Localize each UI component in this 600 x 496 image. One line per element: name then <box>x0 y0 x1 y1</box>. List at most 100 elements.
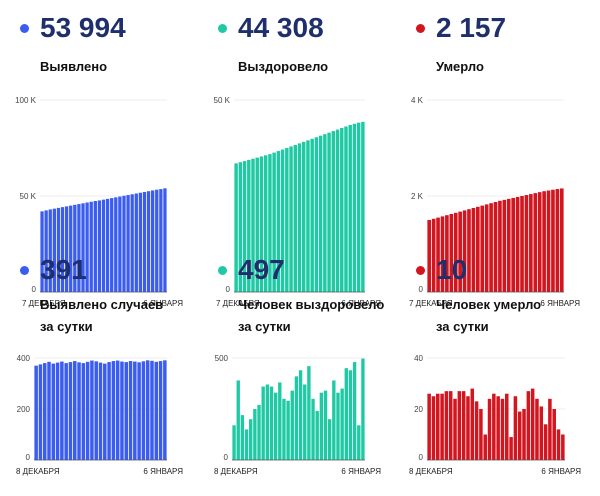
chart-svg: 0 20 40 8 ДЕКАБРЯ 6 ЯНВАРЯ <box>409 354 581 476</box>
bar <box>107 362 111 460</box>
bar <box>146 191 151 292</box>
bar <box>118 196 122 292</box>
bar <box>242 161 247 292</box>
bar <box>155 189 159 292</box>
bar <box>340 388 344 460</box>
bar <box>105 198 110 292</box>
bar <box>427 393 431 460</box>
bar <box>471 208 476 292</box>
bar <box>436 393 440 460</box>
bar <box>356 122 361 292</box>
bar <box>273 392 278 460</box>
bar <box>440 216 445 292</box>
bar <box>551 189 555 292</box>
bar <box>470 388 475 460</box>
bar <box>265 384 270 460</box>
chart-daily-cases: 0 200 400 8 ДЕКАБРЯ 6 ЯНВАРЯ <box>0 350 600 496</box>
bar <box>502 199 507 292</box>
bar <box>361 358 365 460</box>
bar <box>60 207 65 292</box>
label-line: Выявлено случаев <box>40 297 164 312</box>
bar <box>327 419 332 460</box>
bar <box>303 384 307 460</box>
y-tick-label: 50 K <box>214 96 231 105</box>
bar <box>85 361 90 460</box>
bar <box>293 144 297 292</box>
bar <box>60 361 64 460</box>
bar <box>253 409 257 460</box>
bar <box>90 360 94 460</box>
bar <box>244 429 249 460</box>
bar <box>466 396 470 460</box>
bar <box>130 194 134 292</box>
bar <box>249 419 253 460</box>
bar <box>542 191 546 292</box>
daily-recovered-value: 497 <box>238 254 285 285</box>
bar <box>479 409 483 460</box>
bar <box>323 134 327 292</box>
bar <box>314 137 319 292</box>
bar <box>272 152 276 292</box>
bar <box>141 361 146 460</box>
x-start-label: 8 ДЕКАБРЯ <box>214 467 258 476</box>
bar <box>323 390 328 460</box>
bar <box>361 121 365 292</box>
bar <box>505 393 509 460</box>
bar <box>484 204 489 292</box>
bar <box>535 398 539 460</box>
bar <box>124 362 128 460</box>
bar <box>448 391 453 460</box>
x-end-label: 6 ЯНВАРЯ <box>143 299 183 308</box>
bar <box>52 208 56 292</box>
bar <box>51 363 56 460</box>
label-line: Человек выздоровело <box>238 297 385 312</box>
label-line: Выявлено <box>40 59 108 74</box>
bar <box>552 409 556 460</box>
label-line: Умерло <box>436 59 484 74</box>
x-start-label: 7 ДЕКАБРЯ <box>22 299 66 308</box>
series-dot-daily-deaths <box>416 266 425 275</box>
total-cases-value: 53 994 <box>40 12 126 43</box>
chart-svg: 0 500 8 ДЕКАБРЯ 6 ЯНВАРЯ <box>214 354 381 476</box>
x-end-label: 6 ЯНВАРЯ <box>341 299 381 308</box>
bar <box>126 195 130 292</box>
chart-total-deaths: 0 2 K 4 K 7 ДЕКАБРЯ 6 ЯНВАРЯ <box>0 92 600 308</box>
y-tick-label: 50 K <box>20 192 37 201</box>
bar <box>526 391 531 460</box>
bar <box>42 363 47 460</box>
bar <box>461 391 466 460</box>
bar <box>522 409 526 460</box>
bar <box>122 195 126 292</box>
bar <box>103 363 107 460</box>
bar <box>548 398 552 460</box>
y-tick-label: 0 <box>32 285 37 294</box>
series-dot-cases <box>20 24 29 33</box>
bar <box>336 392 340 460</box>
bar <box>247 159 251 292</box>
bar <box>340 128 344 292</box>
bar <box>261 386 265 460</box>
bar <box>263 155 268 292</box>
bar <box>73 204 77 292</box>
total-cases-label: Выявлено <box>40 57 107 77</box>
series-dot-daily-cases <box>20 266 29 275</box>
bar <box>286 400 290 460</box>
daily-deaths-label: Человек умерло за сутки <box>436 295 541 337</box>
bar <box>310 138 314 292</box>
bar <box>318 135 323 292</box>
daily-recovered-label: Человек выздоровело за сутки <box>238 295 384 337</box>
bar <box>467 209 471 292</box>
bar <box>431 396 436 460</box>
bar <box>311 398 315 460</box>
x-end-label: 6 ЯНВАРЯ <box>143 467 183 476</box>
bar <box>158 361 163 460</box>
bar <box>431 218 436 292</box>
bar <box>537 192 542 292</box>
bar <box>290 390 294 460</box>
bar <box>331 131 336 292</box>
bar <box>307 366 311 460</box>
bar <box>110 198 114 292</box>
bar <box>327 132 331 292</box>
total-recovered-value: 44 308 <box>238 12 324 43</box>
